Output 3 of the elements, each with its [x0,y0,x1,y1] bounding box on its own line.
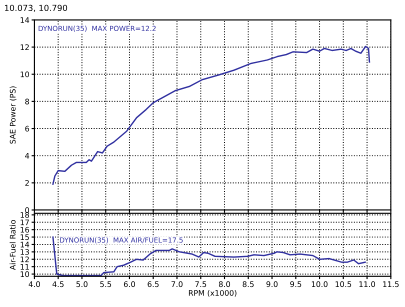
line-series [52,236,366,276]
line-series [52,46,370,185]
text: 10.073, 10.790 [4,4,68,12]
